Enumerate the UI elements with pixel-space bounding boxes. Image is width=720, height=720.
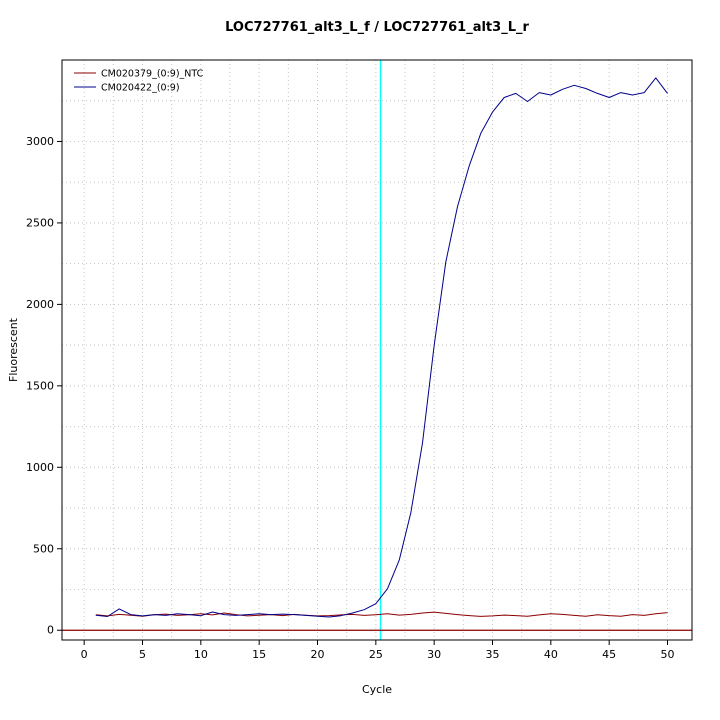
plot-frame — [61, 59, 693, 641]
y-tick-label: 2500 — [26, 216, 54, 229]
x-tick-label: 20 — [311, 648, 325, 661]
x-tick-label: 50 — [661, 648, 675, 661]
legend-label-sample: CM020422_(0:9) — [101, 83, 180, 94]
y-tick-label: 2000 — [26, 298, 54, 311]
legend-label-ntc: CM020379_(0:9)_NTC — [101, 69, 204, 80]
x-tick-label: 45 — [602, 648, 616, 661]
x-tick-label: 5 — [139, 648, 146, 661]
chart-title: LOC727761_alt3_L_f / LOC727761_alt3_L_r — [225, 20, 529, 35]
series-line-sample — [95, 77, 668, 618]
x-tick-label: 10 — [194, 648, 208, 661]
x-tick-label: 40 — [544, 648, 558, 661]
y-axis-label: Fluorescent — [7, 317, 20, 382]
x-tick-label: 30 — [427, 648, 441, 661]
x-axis-label: Cycle — [362, 683, 392, 696]
y-tick-label: 1500 — [26, 379, 54, 392]
y-tick-label: 0 — [47, 624, 54, 637]
x-tick-label: 0 — [81, 648, 88, 661]
x-tick-label: 35 — [486, 648, 500, 661]
data-series-lines — [95, 77, 668, 618]
y-tick-label: 1000 — [26, 461, 54, 474]
legend: CM020379_(0:9)_NTC CM020422_(0:9) — [74, 69, 204, 94]
axis-ticks-and-labels: 0 5 10 15 20 25 30 35 40 45 5005001000150020002500… — [26, 135, 675, 661]
x-tick-label: 25 — [369, 648, 383, 661]
reference-lines — [62, 60, 692, 640]
y-tick-label: 500 — [33, 542, 54, 555]
gridlines — [62, 60, 692, 640]
x-tick-label: 15 — [252, 648, 266, 661]
y-tick-label: 3000 — [26, 135, 54, 148]
